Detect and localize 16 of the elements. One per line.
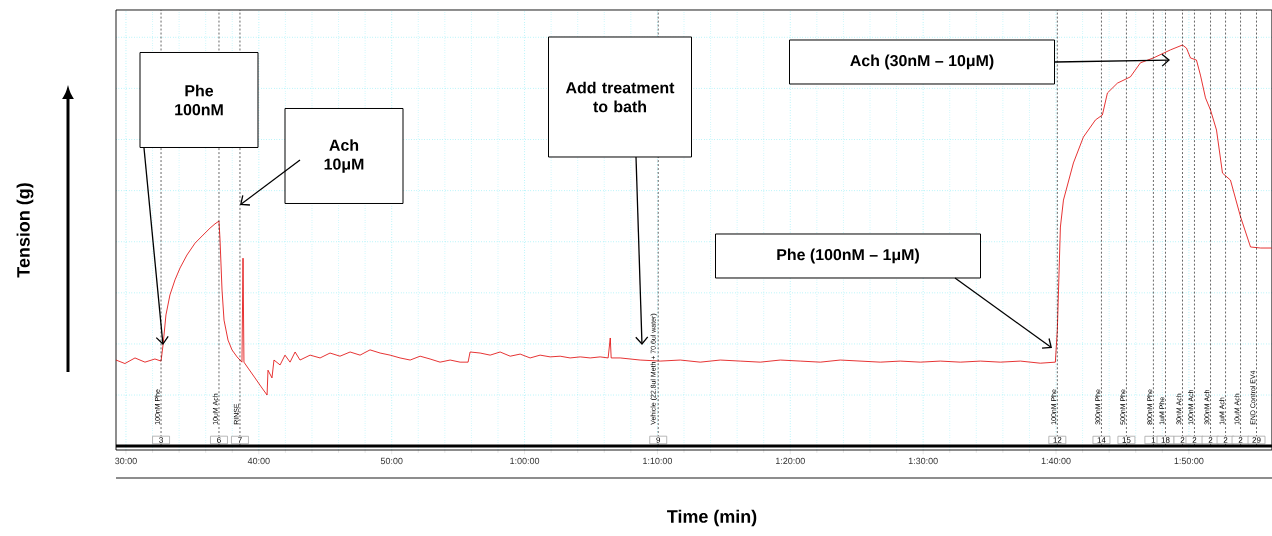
x-tick-label: 30:00: [115, 457, 137, 465]
x-tick-label: 1:50:00: [1174, 457, 1204, 465]
x-axis-title: Time (min): [667, 509, 757, 527]
x-tick-label: 1:10:00: [643, 457, 673, 465]
x-tick-label: 50:00: [380, 457, 403, 465]
x-tick-label: 40:00: [247, 457, 270, 465]
y-axis-title: Tension (g): [16, 183, 34, 278]
x-tick-label: 1:20:00: [776, 457, 805, 465]
annotation: Phe 100nM: [175, 84, 223, 116]
x-tick-label: 1:00:00: [510, 457, 540, 465]
annotation: Add treatment to bath: [565, 81, 675, 113]
annotation: Phe (100nM – 1μM): [777, 248, 919, 264]
annotation: Ach (30nM – 10μM): [850, 54, 994, 70]
x-tick-label: 1:40:00: [1041, 457, 1071, 465]
annotation: Ach 10μM: [324, 139, 364, 173]
x-tick-label: 1:30:00: [908, 457, 938, 465]
